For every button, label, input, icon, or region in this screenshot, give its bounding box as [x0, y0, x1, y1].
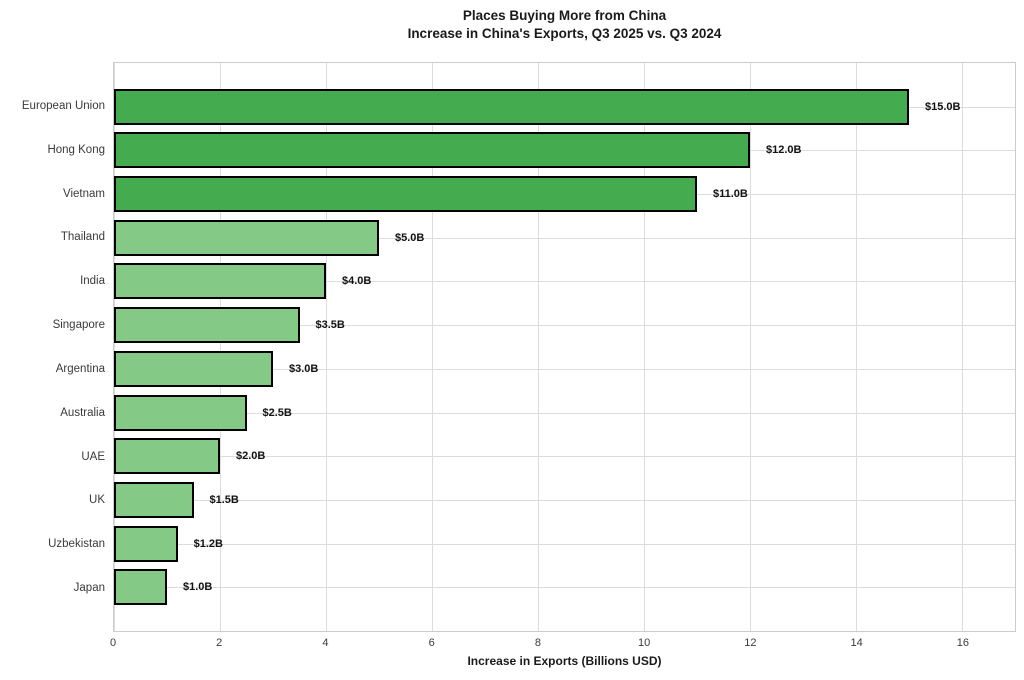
x-tick-label: 14: [850, 637, 863, 649]
category-label: Uzbekistan: [48, 538, 105, 551]
bar-argentina: [114, 350, 273, 387]
y-gridline: [114, 368, 1015, 370]
x-gridline: [856, 63, 857, 631]
x-gridline: [962, 63, 963, 631]
x-gridline: [750, 63, 751, 631]
chart-title-block: Places Buying More from China Increase i…: [113, 7, 1016, 43]
category-label: India: [80, 275, 105, 288]
bar-value-label: $1.0B: [183, 581, 213, 594]
bar-value-label: $1.5B: [209, 493, 239, 506]
x-tick-label: 8: [534, 637, 541, 649]
x-tick-label: 2: [216, 637, 223, 649]
y-gridline: [114, 587, 1015, 589]
x-tick-label: 0: [109, 637, 117, 649]
x-gridline: [538, 63, 539, 631]
category-label: Australia: [60, 406, 105, 419]
chart-subtitle: Increase in China's Exports, Q3 2025 vs.…: [407, 26, 722, 41]
bar-value-label: $2.5B: [262, 406, 292, 419]
bar-singapore: [114, 307, 300, 344]
plot-area: $15.0B $12.0B $11.0B $5.0B $4.0B $3.5B $3.0B $2…: [113, 62, 1016, 632]
x-tick-label: 12: [744, 637, 757, 649]
y-gridline: [114, 237, 1015, 239]
category-label: Hong Kong: [47, 143, 105, 156]
bar-japan: [114, 569, 167, 606]
x-gridline: [326, 63, 327, 631]
bar-vietnam: [114, 176, 697, 213]
category-label: Japan: [73, 582, 105, 595]
x-gridline: [432, 63, 433, 631]
y-axis-labels: European Union Hong Kong Vietnam Thailand In…: [0, 62, 105, 632]
x-gridline: [220, 63, 221, 631]
bar-value-label: $11.0B: [712, 188, 748, 201]
y-gridline: [114, 281, 1015, 283]
x-axis-title: Increase in Exports (Billions USD): [467, 654, 662, 668]
bar-thailand: [114, 219, 379, 256]
bar-value-label: $5.0B: [394, 231, 425, 244]
y-gridline: [114, 412, 1015, 414]
bar-value-label: $1.2B: [193, 537, 223, 550]
bar-hong-kong: [114, 132, 750, 169]
y-gridline: [114, 325, 1015, 327]
category-label: Thailand: [60, 231, 105, 244]
bar-european-union: [114, 88, 909, 125]
category-label: UK: [89, 494, 105, 507]
x-tick-label: 16: [956, 637, 969, 649]
chart-title: Places Buying More from China: [462, 8, 667, 23]
x-tick-label: 10: [638, 637, 651, 649]
bar-india: [114, 263, 326, 300]
bar-uzbekistan: [114, 525, 178, 562]
bar-value-label: $2.0B: [236, 450, 266, 463]
bar-value-label: $3.0B: [288, 362, 319, 375]
category-label: UAE: [81, 450, 105, 463]
x-axis-tick-labels: 0 2 4 6 8 10 12 14 16: [109, 637, 1016, 653]
category-label: Argentina: [55, 362, 105, 375]
category-label: Vietnam: [63, 187, 105, 200]
category-label: Singapore: [52, 319, 105, 332]
y-gridline: [114, 543, 1015, 545]
bar-uae: [114, 438, 220, 475]
y-gridline: [114, 456, 1015, 458]
bar-value-label: $12.0B: [765, 144, 802, 157]
bar-australia: [114, 394, 247, 431]
bar-value-label: $3.5B: [315, 319, 345, 332]
bar-value-label: $15.0B: [924, 100, 961, 113]
x-tick-label: 4: [322, 637, 329, 649]
x-gridline: [114, 63, 115, 631]
bar-value-label: $4.0B: [342, 275, 372, 288]
category-label: European Union: [21, 99, 105, 112]
x-gridline: [644, 63, 645, 631]
bar-uk: [114, 481, 194, 518]
y-gridline: [114, 499, 1015, 501]
x-tick-label: 6: [428, 637, 435, 649]
